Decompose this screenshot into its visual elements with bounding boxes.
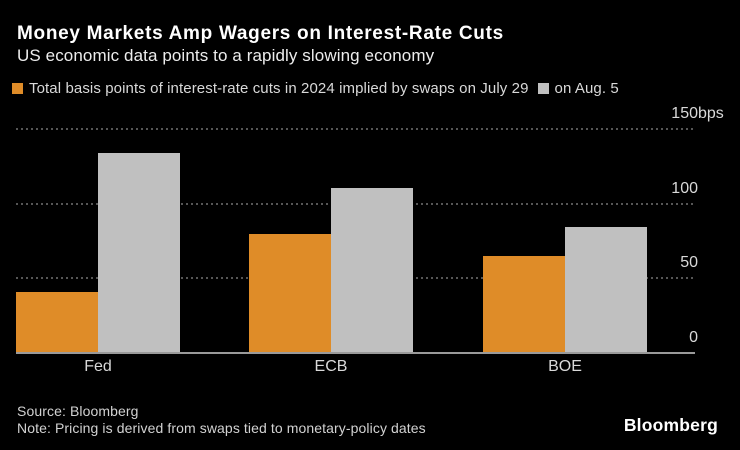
x-axis-label-boe: BOE <box>548 358 582 375</box>
bar-ecb-series2 <box>331 187 413 352</box>
legend-label-july29: Total basis points of interest-rate cuts… <box>29 80 529 97</box>
y-axis-tick-50: 50 <box>680 254 698 272</box>
x-axis-label-fed: Fed <box>84 358 112 375</box>
note-text: Note: Pricing is derived from swaps tied… <box>17 419 426 436</box>
bar-boe-series1 <box>483 256 565 352</box>
y-axis-tick-150: 150 bps <box>671 105 724 122</box>
chart-footer: Source: Bloomberg Note: Pricing is deriv… <box>17 403 426 436</box>
x-axis-line <box>16 352 695 354</box>
legend-swatch-gray-icon <box>537 83 549 94</box>
legend-item-aug5: on Aug. 5 <box>537 80 619 97</box>
source-text: Source: Bloomberg <box>17 403 139 419</box>
bloomberg-logo: Bloomberg <box>623 415 718 435</box>
x-axis-label-ecb: ECB <box>314 358 348 375</box>
chart-legend: Total basis points of interest-rate cuts… <box>12 80 728 97</box>
y-axis-tick-100: 100 <box>671 179 698 197</box>
bar-ecb-series1 <box>249 234 331 352</box>
y-axis-tick-0: 0 <box>689 329 698 346</box>
chart-subtitle: US economic data points to a rapidly slo… <box>17 46 435 65</box>
legend-label-aug5: on Aug. 5 <box>554 80 619 97</box>
y-axis-unit-label: bps <box>698 105 724 122</box>
bar-boe-series2 <box>565 226 647 352</box>
page-title: Money Markets Amp Wagers on Interest-Rat… <box>17 23 504 44</box>
gridline-150 <box>16 128 695 130</box>
bar-fed-series2 <box>98 153 180 352</box>
legend-item-july29: Total basis points of interest-rate cuts… <box>12 80 529 97</box>
bar-fed-series1 <box>16 292 98 352</box>
legend-swatch-orange-icon <box>12 83 23 94</box>
